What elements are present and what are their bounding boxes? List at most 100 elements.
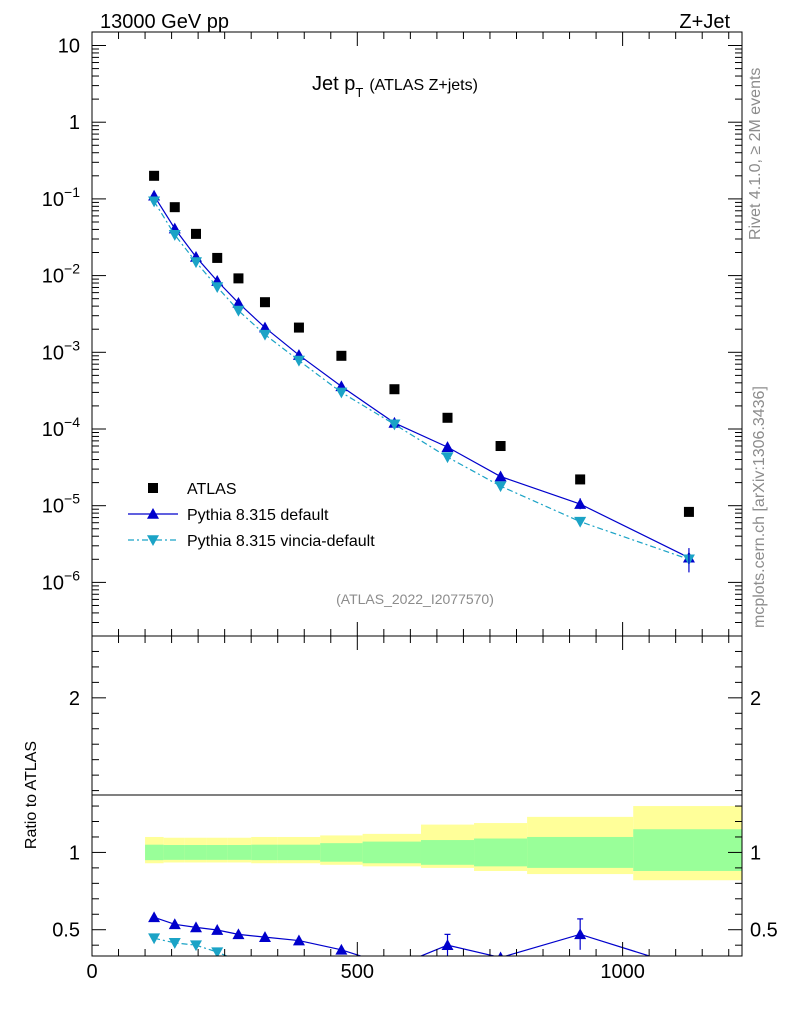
ratio-vincia-point	[442, 974, 454, 985]
ratio-pythia-point	[498, 951, 504, 956]
ratio-vincia-point	[495, 979, 507, 990]
y-tick-label: 10−4	[42, 414, 80, 441]
ratio-y-label: Ratio to ATLAS	[23, 741, 40, 849]
atlas-point	[191, 228, 201, 239]
y-tick-label: 10−3	[42, 337, 80, 364]
ratio-vincia-point	[259, 959, 271, 970]
ratio-pythia-point	[292, 934, 305, 946]
title-main: Jet p	[312, 73, 355, 95]
y-tick-label: 10−6	[42, 567, 80, 594]
band-inner	[277, 844, 321, 861]
vincia-point	[168, 230, 181, 241]
ratio-frame	[91, 635, 743, 957]
band-inner	[527, 836, 634, 868]
legend-marker	[147, 508, 159, 519]
ratio-pythia-point	[232, 928, 245, 940]
vincia-point	[148, 196, 161, 208]
atlas-point	[575, 474, 586, 485]
pythia-point	[258, 321, 271, 333]
main-x-axis	[91, 32, 730, 636]
y-tick-label: 2	[69, 688, 80, 710]
band-inner	[251, 844, 278, 861]
header-right: Z+Jet	[679, 11, 730, 33]
ratio-vincia-point	[148, 933, 161, 945]
atlas-point	[336, 350, 347, 361]
legend-label: Pythia 8.315 default	[187, 507, 329, 524]
ratio-y-axis: 2 2 1 1 0.5 0.5	[52, 635, 778, 946]
band-inner	[633, 829, 742, 871]
vincia-point	[232, 305, 245, 317]
legend-marker	[148, 483, 158, 493]
ratio-series	[148, 911, 695, 995]
ratio-pythia-point	[190, 921, 202, 933]
mcplots-label: mcplots.cern.ch [arXiv:1306.3436]	[751, 386, 768, 628]
series-line-vincia	[153, 201, 690, 560]
vincia-point	[388, 419, 401, 431]
legend-label: Pythia 8.315 vincia-default	[187, 533, 375, 550]
atlas-point	[495, 441, 506, 452]
ratio-pythia-point	[148, 911, 161, 923]
vincia-point	[335, 387, 348, 399]
rivet-label: Rivet 4.1.0, ≥ 2M events	[747, 68, 764, 240]
pythia-point	[441, 441, 454, 452]
uncertainty-bands	[145, 806, 742, 881]
pythia-point	[232, 296, 245, 308]
atlas-point	[259, 297, 270, 308]
ratio-pythia-point	[335, 943, 348, 955]
atlas-point	[442, 412, 453, 423]
ratio-x-axis: 0 500 1000	[86, 636, 730, 983]
legend-marker	[147, 535, 159, 546]
y-tick-label: 10−5	[42, 491, 80, 518]
y-tick-label: 10−1	[42, 184, 80, 211]
vincia-point	[190, 257, 202, 269]
main-panel: 10 1 10−1 10−2 10−3 10−4 10−5 10−6 Jet pT (ATLAS…	[42, 31, 743, 637]
legend-label: ATLAS	[187, 481, 237, 498]
vincia-point	[494, 481, 507, 493]
vincia-point	[258, 329, 271, 341]
ratio-vincia-point	[190, 940, 202, 952]
main-series	[148, 170, 695, 573]
y-tick-label-right: 1	[750, 842, 761, 864]
ratio-vincia-point	[293, 964, 305, 975]
band-inner	[320, 843, 363, 862]
band-inner	[163, 845, 185, 860]
y-tick-label-right: 2	[750, 688, 761, 710]
y-tick-label: 10	[58, 36, 80, 58]
ratio-pythia-point	[388, 961, 400, 972]
atlas-point	[683, 506, 694, 517]
atlas-point	[293, 322, 304, 333]
y-tick-label: 1	[69, 112, 80, 134]
ratio-pythia-point	[168, 918, 181, 930]
ratio-pythia-point	[211, 924, 224, 935]
ratio-vincia-point	[683, 984, 695, 995]
atlas-point	[212, 252, 223, 263]
y-tick-label: 1	[69, 842, 80, 864]
legend: ATLAS Pythia 8.315 default Pythia 8.315 vi…	[128, 481, 375, 550]
main-y-axis: 10 1 10−1 10−2 10−3 10−4 10−5 10−6	[42, 36, 742, 637]
atlas-point	[149, 170, 160, 181]
x-tick-label: 500	[341, 961, 374, 983]
header-left: 13000 GeV pp	[100, 11, 229, 33]
band-inner	[184, 845, 207, 860]
x-tick-label: 0	[86, 961, 97, 983]
ratio-vincia-point	[211, 947, 224, 956]
atlas-point	[389, 384, 400, 395]
band-inner	[206, 845, 228, 860]
analysis-watermark: (ATLAS_2022_I2077570)	[336, 591, 494, 607]
pythia-point	[494, 470, 507, 482]
atlas-point	[233, 273, 244, 284]
x-tick-label: 1000	[600, 961, 645, 983]
title-subscript: T	[355, 85, 363, 100]
band-inner	[362, 841, 421, 864]
ratio-vincia-point	[574, 981, 586, 992]
ratio-pythia-point	[683, 962, 695, 973]
y-tick-label: 0.5	[52, 920, 80, 942]
vincia-point	[292, 355, 305, 367]
band-inner	[227, 845, 252, 860]
vincia-point	[211, 282, 224, 294]
chart-title: Jet pT (ATLAS Z+jets)	[312, 73, 478, 100]
vincia-point	[441, 452, 454, 464]
band-inner	[145, 844, 164, 861]
ratio-vincia-point	[168, 938, 181, 949]
ratio-vincia-point	[388, 974, 400, 985]
